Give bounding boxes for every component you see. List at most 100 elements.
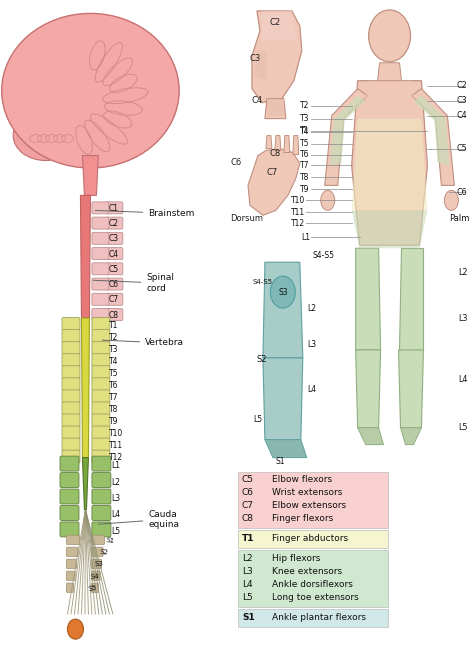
- Polygon shape: [358, 428, 383, 445]
- FancyBboxPatch shape: [92, 378, 110, 391]
- FancyBboxPatch shape: [92, 426, 110, 439]
- Text: T4: T4: [301, 127, 310, 136]
- Text: S2: S2: [257, 355, 267, 365]
- FancyBboxPatch shape: [60, 505, 79, 520]
- FancyBboxPatch shape: [60, 522, 79, 537]
- Text: L4: L4: [307, 385, 316, 394]
- Text: C6: C6: [242, 488, 254, 497]
- Text: L1: L1: [301, 233, 310, 242]
- Text: T4: T4: [109, 357, 119, 366]
- FancyBboxPatch shape: [62, 402, 80, 415]
- Text: C2: C2: [109, 219, 118, 228]
- FancyBboxPatch shape: [92, 330, 110, 342]
- Text: L3: L3: [242, 567, 253, 576]
- FancyBboxPatch shape: [62, 330, 80, 342]
- FancyBboxPatch shape: [106, 233, 123, 244]
- Text: Finger abductors: Finger abductors: [272, 534, 348, 543]
- Polygon shape: [265, 440, 307, 458]
- Text: C3: C3: [109, 235, 118, 243]
- Text: T5: T5: [301, 139, 310, 148]
- Polygon shape: [267, 99, 284, 116]
- Polygon shape: [378, 63, 401, 81]
- Text: T7: T7: [301, 161, 310, 170]
- Text: T1: T1: [301, 126, 310, 135]
- Text: S4-S5: S4-S5: [253, 279, 273, 285]
- Ellipse shape: [13, 110, 78, 160]
- Text: T1: T1: [242, 534, 255, 543]
- Text: T10: T10: [109, 429, 124, 438]
- Text: S4: S4: [91, 573, 100, 579]
- Polygon shape: [325, 89, 368, 185]
- Text: T2: T2: [109, 332, 119, 342]
- Text: C3: C3: [456, 96, 467, 105]
- Ellipse shape: [445, 191, 458, 210]
- Text: C1: C1: [109, 204, 118, 213]
- Polygon shape: [263, 358, 303, 440]
- Ellipse shape: [67, 619, 83, 639]
- FancyBboxPatch shape: [62, 426, 80, 439]
- FancyBboxPatch shape: [106, 248, 123, 260]
- Text: L3: L3: [458, 313, 467, 323]
- Text: Hip flexors: Hip flexors: [272, 554, 320, 563]
- Polygon shape: [262, 11, 297, 41]
- Polygon shape: [266, 135, 272, 148]
- Polygon shape: [254, 51, 267, 81]
- FancyBboxPatch shape: [92, 505, 111, 520]
- Text: T7: T7: [109, 393, 119, 402]
- Ellipse shape: [369, 10, 410, 62]
- Polygon shape: [411, 89, 455, 185]
- Text: C3: C3: [250, 55, 261, 63]
- Text: C8: C8: [270, 149, 281, 158]
- FancyBboxPatch shape: [92, 293, 109, 306]
- FancyBboxPatch shape: [92, 342, 110, 355]
- FancyBboxPatch shape: [66, 547, 78, 556]
- Text: L4: L4: [242, 579, 253, 589]
- Polygon shape: [352, 210, 428, 248]
- Text: C4: C4: [109, 250, 118, 259]
- Polygon shape: [248, 148, 300, 215]
- Text: T11: T11: [109, 441, 124, 450]
- Text: L2: L2: [111, 478, 120, 487]
- Text: L4: L4: [111, 510, 120, 520]
- FancyBboxPatch shape: [60, 472, 79, 487]
- Text: S3: S3: [278, 288, 288, 296]
- Polygon shape: [399, 350, 423, 428]
- Text: L3: L3: [307, 340, 316, 350]
- FancyBboxPatch shape: [106, 202, 123, 214]
- FancyBboxPatch shape: [238, 609, 388, 627]
- FancyBboxPatch shape: [92, 202, 109, 214]
- Polygon shape: [82, 458, 89, 509]
- Text: C2: C2: [456, 81, 467, 90]
- Text: T1: T1: [109, 321, 119, 330]
- Text: T3: T3: [109, 345, 119, 353]
- Text: Wrist extensors: Wrist extensors: [272, 488, 342, 497]
- FancyBboxPatch shape: [62, 390, 80, 403]
- Polygon shape: [265, 99, 286, 119]
- Text: C2: C2: [269, 18, 281, 28]
- Text: S4-S5: S4-S5: [313, 251, 335, 260]
- Text: T9: T9: [301, 185, 310, 194]
- FancyBboxPatch shape: [92, 456, 111, 471]
- Text: T11: T11: [291, 208, 305, 217]
- Text: T5: T5: [109, 369, 119, 378]
- Text: T12: T12: [291, 219, 305, 228]
- Text: L5: L5: [111, 527, 120, 536]
- FancyBboxPatch shape: [66, 583, 73, 593]
- Polygon shape: [81, 195, 91, 318]
- FancyBboxPatch shape: [92, 390, 110, 403]
- Text: T2: T2: [301, 101, 310, 110]
- FancyBboxPatch shape: [66, 559, 77, 568]
- Text: L2: L2: [242, 554, 253, 563]
- FancyBboxPatch shape: [60, 456, 79, 471]
- Polygon shape: [82, 156, 99, 195]
- FancyBboxPatch shape: [238, 530, 388, 549]
- FancyBboxPatch shape: [62, 317, 80, 330]
- Text: Vertebra: Vertebra: [102, 338, 184, 348]
- Text: L5: L5: [253, 415, 262, 424]
- Polygon shape: [293, 135, 299, 154]
- FancyBboxPatch shape: [91, 571, 100, 581]
- Text: Long toe extensors: Long toe extensors: [272, 593, 359, 602]
- FancyBboxPatch shape: [106, 293, 123, 306]
- FancyBboxPatch shape: [62, 366, 80, 378]
- Text: C5: C5: [242, 475, 254, 484]
